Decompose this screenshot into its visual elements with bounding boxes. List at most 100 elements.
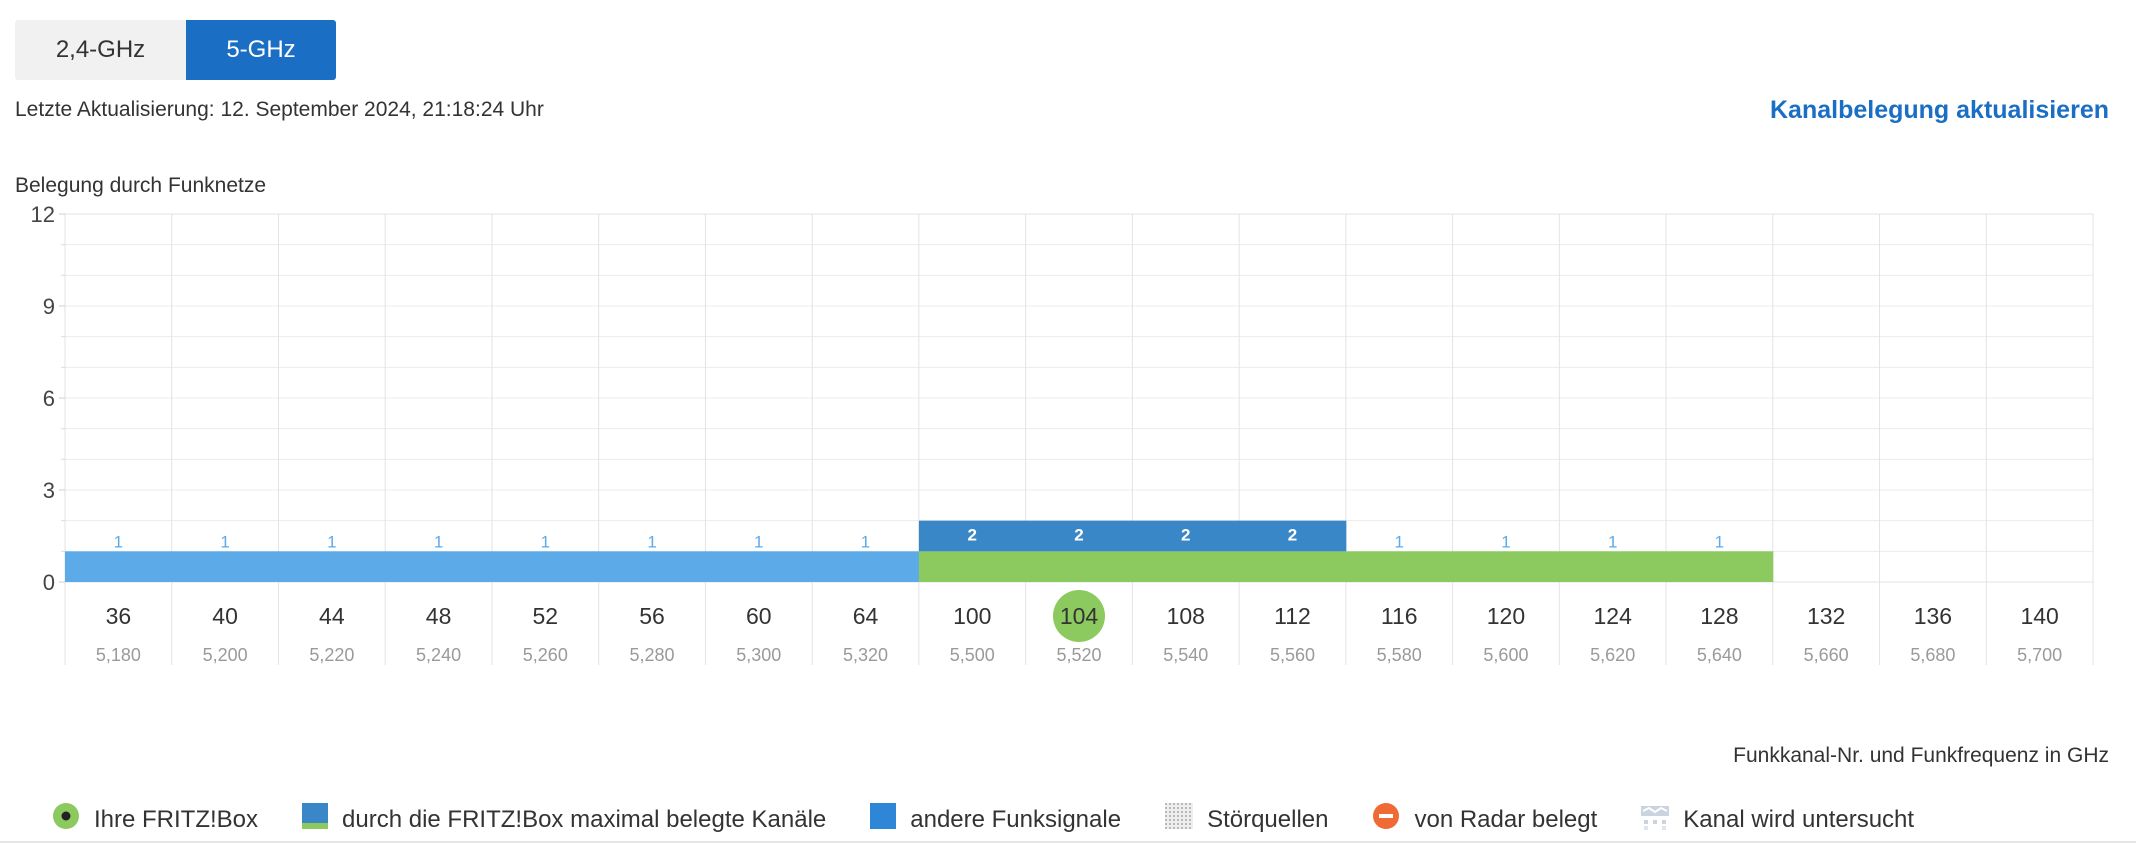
bar-value-label: 1 xyxy=(220,532,229,551)
chart-title: Belegung durch Funknetze xyxy=(15,174,267,197)
channel-frequency-label: 5,200 xyxy=(203,645,248,665)
bar xyxy=(598,551,706,582)
bar xyxy=(918,520,1027,552)
selected-channel-marker xyxy=(1053,590,1105,642)
bar xyxy=(1452,551,1560,582)
bar-value-label: 1 xyxy=(647,532,656,551)
y-tick-label: 12 xyxy=(31,202,55,227)
max-channels-icon xyxy=(302,803,329,836)
bar xyxy=(385,551,493,582)
bar xyxy=(65,551,173,582)
bar xyxy=(1239,551,1347,582)
legend-label: durch die FRITZ!Box maximal belegte Kanä… xyxy=(342,805,827,833)
bar-value-label: 1 xyxy=(754,532,763,551)
bar-value-label: 1 xyxy=(1715,532,1724,551)
channel-frequency-label: 5,260 xyxy=(523,645,568,665)
legend-item-channel-scan: Kanal wird untersucht xyxy=(1641,802,1914,837)
legend-label: Ihre FRITZ!Box xyxy=(94,805,259,833)
channel-number-label: 40 xyxy=(212,603,238,629)
channel-number-label: 108 xyxy=(1167,603,1205,629)
legend-item-radar: von Radar belegt xyxy=(1372,802,1597,837)
band-tabs: 2,4-GHz 5-GHz xyxy=(15,20,336,80)
y-tick-label: 0 xyxy=(43,570,55,595)
legend-label: Störquellen xyxy=(1207,805,1329,833)
legend-item-interference: Störquellen xyxy=(1165,803,1328,836)
channel-frequency-label: 5,600 xyxy=(1483,645,1528,665)
channel-number-label: 124 xyxy=(1593,603,1632,629)
legend-label: andere Funksignale xyxy=(910,805,1122,833)
bar xyxy=(1666,551,1774,582)
channel-number-label: 120 xyxy=(1487,603,1525,629)
bar-value-label: 2 xyxy=(1074,526,1083,545)
bar-value-label: 1 xyxy=(1501,532,1510,551)
channel-frequency-label: 5,560 xyxy=(1270,645,1315,665)
legend-label: von Radar belegt xyxy=(1414,805,1598,833)
channel-number-label: 128 xyxy=(1700,603,1738,629)
bar xyxy=(171,551,279,582)
bar xyxy=(1025,520,1133,552)
tab-2-4-ghz[interactable]: 2,4-GHz xyxy=(15,20,186,80)
channel-number-label: 56 xyxy=(639,603,665,629)
bar xyxy=(1132,520,1240,552)
channel-number-label: 116 xyxy=(1381,603,1418,629)
divider xyxy=(0,841,2136,843)
channel-scan-icon xyxy=(1641,802,1670,837)
interference-icon xyxy=(1165,803,1194,836)
channel-number-label: 100 xyxy=(953,603,991,629)
bar-value-label: 1 xyxy=(434,532,443,551)
channel-frequency-label: 5,540 xyxy=(1163,645,1208,665)
channel-number-label: 64 xyxy=(853,603,879,629)
y-tick-label: 3 xyxy=(43,478,55,503)
channel-frequency-label: 5,300 xyxy=(736,645,781,665)
channel-number-label: 36 xyxy=(106,603,132,629)
bar xyxy=(1132,551,1240,582)
tab-5-ghz[interactable]: 5-GHz xyxy=(186,20,336,80)
bar xyxy=(1345,551,1454,582)
refresh-channel-usage-link[interactable]: Kanalbelegung aktualisieren xyxy=(1770,96,2109,124)
bar-value-label: 1 xyxy=(327,532,336,551)
channel-number-label: 44 xyxy=(319,603,345,629)
legend-label: Kanal wird untersucht xyxy=(1683,805,1915,833)
x-axis-caption: Funkkanal-Nr. und Funkfrequenz in GHz xyxy=(1733,744,2109,767)
channel-number-label: 132 xyxy=(1807,603,1845,629)
bar xyxy=(1025,551,1133,582)
bar-value-label: 2 xyxy=(968,526,977,545)
channel-frequency-label: 5,240 xyxy=(416,645,461,665)
channel-frequency-label: 5,320 xyxy=(843,645,888,665)
channel-frequency-label: 5,640 xyxy=(1697,645,1742,665)
channel-frequency-label: 5,180 xyxy=(96,645,141,665)
channel-frequency-label: 5,220 xyxy=(309,645,354,665)
channel-frequency-label: 5,660 xyxy=(1804,645,1849,665)
bar-value-label: 1 xyxy=(114,532,123,551)
channel-number-label: 112 xyxy=(1274,603,1311,629)
bar xyxy=(1239,520,1347,552)
channel-number-label: 52 xyxy=(533,603,559,629)
legend-item-max-channels: durch die FRITZ!Box maximal belegte Kanä… xyxy=(302,803,826,836)
legend-item-fritzbox: Ihre FRITZ!Box xyxy=(52,802,258,837)
channel-number-label: 48 xyxy=(426,603,452,629)
bar-value-label: 2 xyxy=(1181,526,1190,545)
channel-number-label: 140 xyxy=(2020,603,2058,629)
fritzbox-dot-icon xyxy=(52,802,80,837)
bar xyxy=(1559,551,1667,582)
channel-number-label: 104 xyxy=(1060,603,1099,629)
bar-value-label: 1 xyxy=(1394,532,1403,551)
channel-number-label: 136 xyxy=(1914,603,1952,629)
y-tick-label: 9 xyxy=(43,294,55,319)
other-signals-icon xyxy=(870,803,897,836)
channel-frequency-label: 5,620 xyxy=(1590,645,1635,665)
legend: Ihre FRITZ!Box durch die FRITZ!Box maxim… xyxy=(52,802,1958,837)
bar-value-label: 2 xyxy=(1288,526,1297,545)
bar xyxy=(278,551,386,582)
channel-number-label: 60 xyxy=(746,603,772,629)
channel-frequency-label: 5,520 xyxy=(1056,645,1101,665)
bar-value-label: 1 xyxy=(861,532,870,551)
last-update-text: Letzte Aktualisierung: 12. September 202… xyxy=(15,98,544,121)
channel-frequency-label: 5,580 xyxy=(1377,645,1422,665)
y-tick-label: 6 xyxy=(43,386,55,411)
bar xyxy=(491,551,600,582)
channel-frequency-label: 5,280 xyxy=(630,645,675,665)
bar xyxy=(705,551,813,582)
bar xyxy=(918,551,1027,582)
